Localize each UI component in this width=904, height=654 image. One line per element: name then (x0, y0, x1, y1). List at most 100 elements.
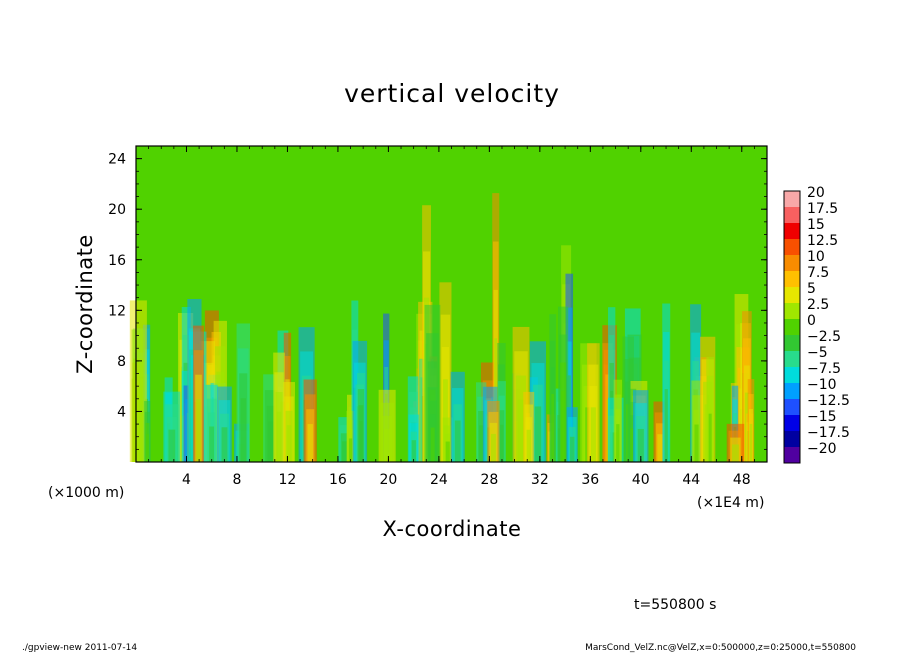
field-streak (616, 424, 620, 462)
field-streak (749, 423, 753, 462)
y-tick-label: 16 (108, 253, 126, 269)
y-tick-label: 8 (117, 354, 126, 370)
colorbar-swatch (784, 447, 800, 464)
field-streak (490, 433, 496, 462)
footer-left: ./gpview-new 2011-07-14 (22, 643, 137, 653)
x-tick-label: 36 (581, 472, 599, 488)
time-annotation: t=550800 s (634, 597, 716, 613)
y-axis-label: Z-coordinate (73, 234, 97, 374)
colorbar-swatch (784, 319, 800, 336)
x-tick-label: 28 (480, 472, 498, 488)
colorbar-label: −7.5 (807, 361, 841, 377)
colorbar-label: 17.5 (807, 201, 838, 217)
field-streak (348, 438, 353, 462)
colorbar-swatch (784, 255, 800, 272)
field-streak (276, 411, 282, 462)
field-streak (517, 399, 525, 462)
field-streak (342, 441, 348, 462)
x-tick-label: 12 (279, 472, 297, 488)
y-tick-label: 12 (108, 303, 126, 319)
colorbar-label: −10 (807, 377, 837, 393)
colorbar-label: 2.5 (807, 297, 829, 313)
x-tick-label: 16 (329, 472, 347, 488)
colorbar-swatch (784, 431, 800, 448)
y-ticks: 4 8 12 16 20 24 (108, 145, 767, 463)
x-tick-label: 32 (531, 472, 549, 488)
colorbar-label: 12.5 (807, 233, 838, 249)
y-tick-label: 4 (117, 404, 126, 420)
colorbar-label: 20 (807, 185, 825, 201)
field-streak (383, 428, 391, 462)
field-streak (526, 429, 531, 462)
field-streak (479, 425, 484, 462)
field-streak (240, 398, 246, 462)
field-streak (134, 387, 142, 462)
x-tick-label: 8 (232, 472, 241, 488)
field-streak (731, 444, 739, 462)
colorbar-swatch (784, 239, 800, 256)
x-tick-label: 24 (430, 472, 448, 488)
field-streak (221, 427, 228, 462)
y-tick-label: 20 (108, 202, 126, 218)
colorbar-frame (783, 190, 801, 464)
colorbar-swatch (784, 207, 800, 224)
field-streak (454, 420, 461, 462)
colorbar-swatch (784, 351, 800, 368)
footer-right: MarsCond_VelZ.nc@VelZ,x=0:500000,z=0:250… (585, 643, 856, 653)
chart-title: vertical velocity (344, 79, 560, 108)
colorbar-label: −17.5 (807, 425, 850, 441)
field-streak (286, 425, 292, 462)
field-streak (445, 441, 450, 462)
field-streak (196, 399, 201, 462)
field-streak (534, 406, 542, 462)
field-streak (708, 413, 712, 462)
colorbar-swatch (784, 383, 800, 400)
colorbar-swatch (784, 367, 800, 384)
colorbar-swatch (784, 191, 800, 208)
field-streak (694, 424, 699, 462)
x-unit-label: (×1000 m) (48, 485, 124, 501)
field-streak (570, 436, 575, 462)
field-streak (307, 424, 313, 462)
x-tick-label: 20 (379, 472, 397, 488)
colorbar-swatch (784, 223, 800, 240)
colorbar-label: 5 (807, 281, 816, 297)
colorbar-label: −12.5 (807, 393, 850, 409)
colorbar-label: −20 (807, 441, 837, 457)
colorbar-swatch (784, 303, 800, 320)
colorbar-label: 0 (807, 313, 816, 329)
field-streak (657, 434, 663, 462)
colorbar-swatch (784, 399, 800, 416)
x-tick-label: 44 (682, 472, 700, 488)
field-streak (430, 427, 435, 462)
colorbar-swatch (784, 335, 800, 352)
field-streak (590, 407, 596, 462)
x-tick-label: 4 (182, 472, 191, 488)
field-streak (268, 421, 276, 462)
x-axis-label: X-coordinate (383, 517, 522, 541)
x-tick-label: 40 (632, 472, 650, 488)
field-streak (168, 429, 176, 462)
colorbar-label: 7.5 (807, 265, 829, 281)
x-scale-label: (×1E4 m) (697, 495, 764, 511)
colorbar-swatch (784, 271, 800, 288)
field-streak (664, 389, 668, 462)
x-ticks: 4 8 12 16 20 24 28 32 36 40 44 48 (135, 146, 768, 488)
x-tick-label: 48 (733, 472, 751, 488)
y-tick-label: 24 (108, 152, 126, 168)
field-streak (411, 440, 416, 462)
colorbar-label: 10 (807, 249, 825, 265)
colorbar-label: −15 (807, 409, 837, 425)
colorbar-swatch (784, 415, 800, 432)
field-streak (209, 426, 215, 462)
colorbar-label: 15 (807, 217, 825, 233)
colorbar-label: −2.5 (807, 329, 841, 345)
colorbar-swatch (784, 287, 800, 304)
colorbar-label: −5 (807, 345, 828, 361)
field-streak (630, 428, 634, 462)
field-streak (637, 428, 644, 462)
field-streak (551, 393, 555, 462)
colorbar: 2017.51512.5107.552.50−2.5−5−7.5−10−12.5… (783, 185, 850, 464)
field-streak (146, 433, 149, 462)
